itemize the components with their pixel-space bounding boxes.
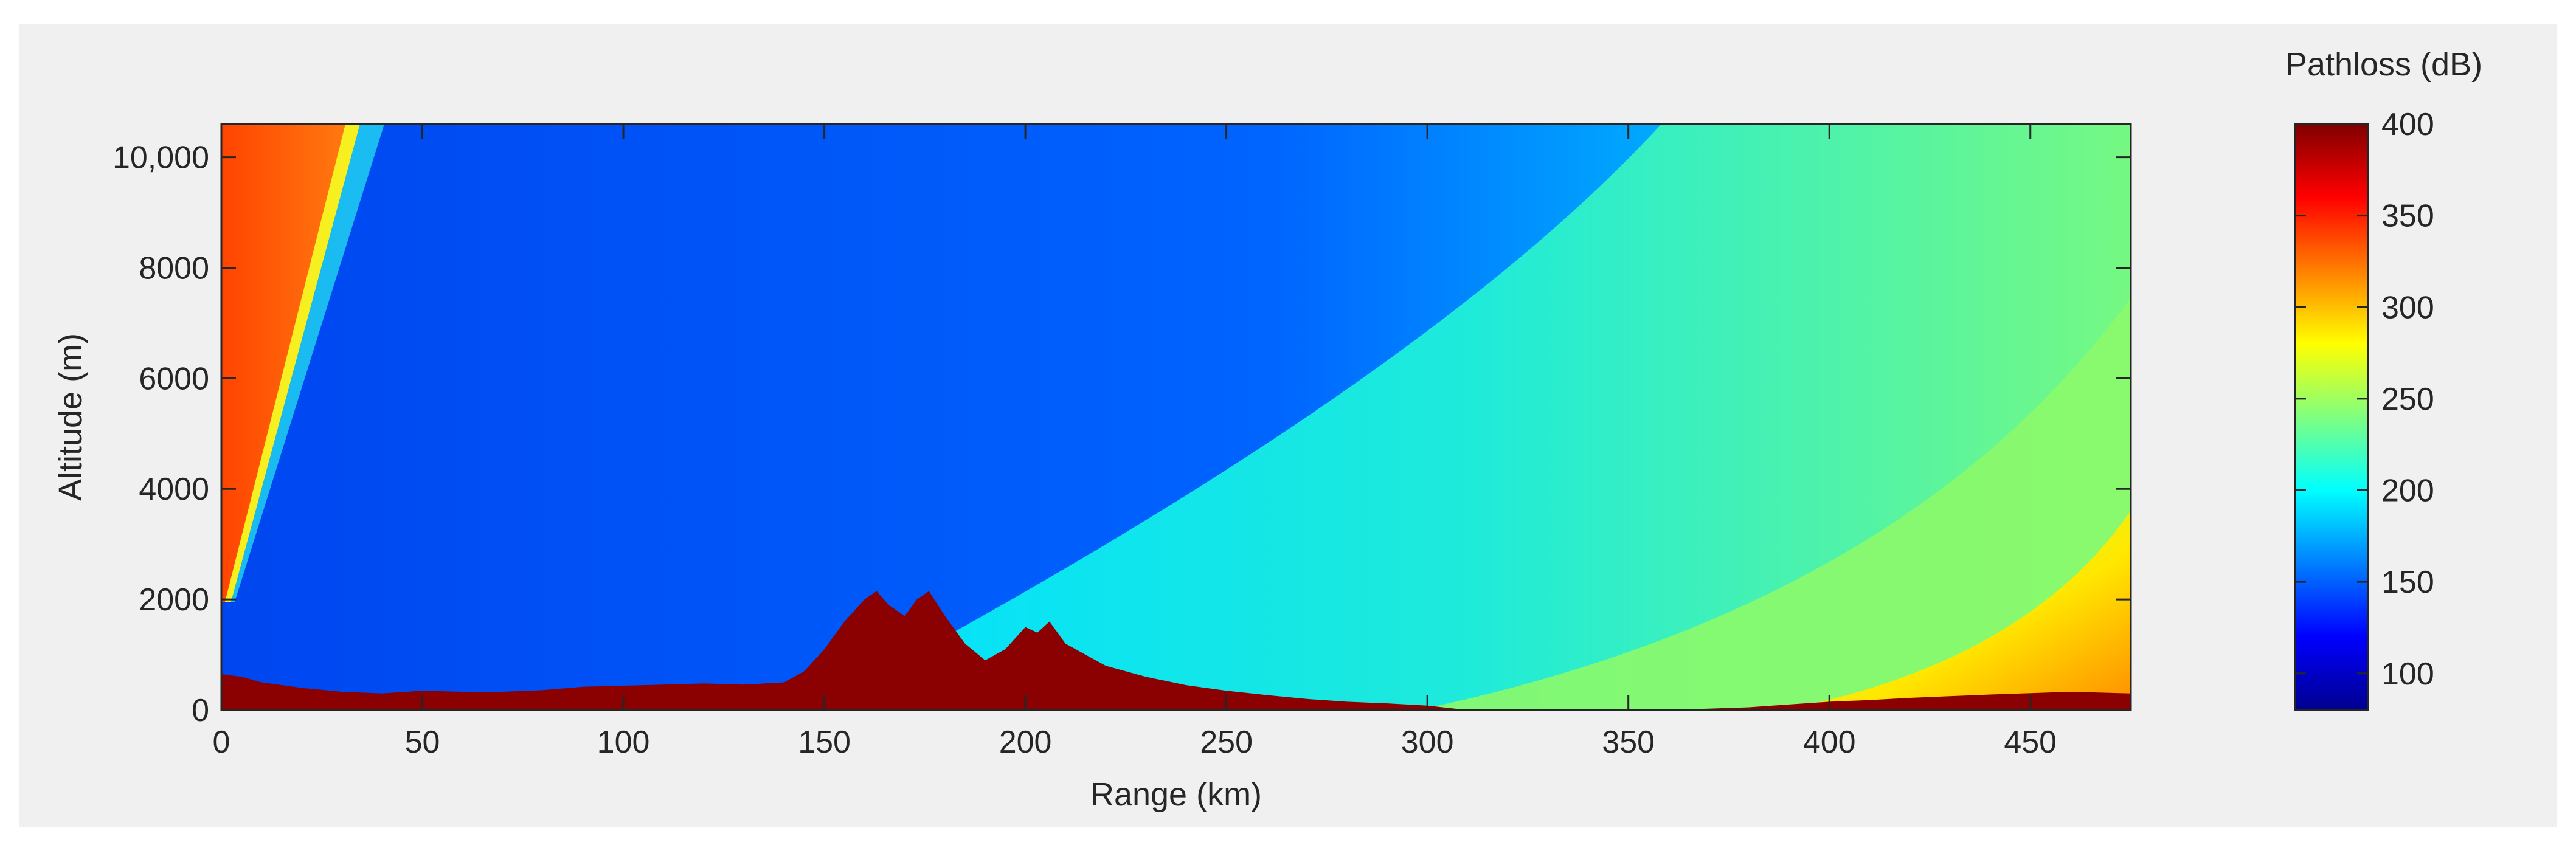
colorbar-tick-label: 100 <box>2381 657 2434 692</box>
y-tick-label: 2000 <box>139 582 209 618</box>
x-tick-label: 350 <box>1602 725 1655 760</box>
colorbar-tick-label: 350 <box>2381 199 2434 234</box>
y-axis-label: Altitude (m) <box>52 333 89 501</box>
y-tick-label: 8000 <box>139 250 209 286</box>
colorbar-label: Pathloss (dB) <box>2285 46 2482 83</box>
colorbar-box <box>2294 123 2369 711</box>
colorbar-ticks: 100 150 200 250 300 350 400 <box>2295 107 2434 692</box>
heatmap-field <box>221 124 2131 710</box>
x-axis-label: Range (km) <box>1090 776 1262 813</box>
colorbar <box>2295 124 2368 710</box>
colorbar-tick-label: 150 <box>2381 565 2434 600</box>
colorbar-tick-label: 200 <box>2381 474 2434 509</box>
colorbar-tick-label: 400 <box>2381 107 2434 142</box>
y-axis-ticks: 0 2000 4000 6000 8000 10,000 <box>113 140 2131 728</box>
terrain-profile <box>221 591 2131 710</box>
x-tick-label: 450 <box>2004 725 2057 760</box>
colorbar-tick-label: 250 <box>2381 382 2434 417</box>
field-yellow-zone <box>1783 511 2131 710</box>
pathloss-chart: 0 50 100 150 200 250 300 350 400 450 0 2000 4000 600… <box>52 46 2482 813</box>
x-tick-label: 400 <box>1803 725 1856 760</box>
x-tick-label: 100 <box>597 725 650 760</box>
x-tick-label: 0 <box>213 725 230 760</box>
field-cyan-zone <box>810 124 2131 710</box>
field-yellow-edge <box>225 124 360 602</box>
field-cyan-edge <box>231 124 384 602</box>
x-tick-label: 150 <box>798 725 851 760</box>
field-green-zone <box>1418 298 2131 710</box>
figure: 0 50 100 150 200 250 300 350 400 450 0 2000 4000 600… <box>19 24 2557 827</box>
axes-box <box>220 123 2132 711</box>
x-tick-label: 50 <box>405 725 440 760</box>
y-tick-label: 6000 <box>139 361 209 396</box>
x-axis-ticks: 0 50 100 150 200 250 300 350 400 450 <box>213 124 2057 760</box>
colorbar-tick-label: 300 <box>2381 290 2434 325</box>
x-tick-label: 200 <box>999 725 1052 760</box>
x-tick-label: 250 <box>1200 725 1253 760</box>
y-tick-label: 10,000 <box>113 140 209 176</box>
y-tick-label: 0 <box>192 693 209 728</box>
y-tick-label: 4000 <box>139 472 209 507</box>
x-tick-label: 300 <box>1401 725 1454 760</box>
